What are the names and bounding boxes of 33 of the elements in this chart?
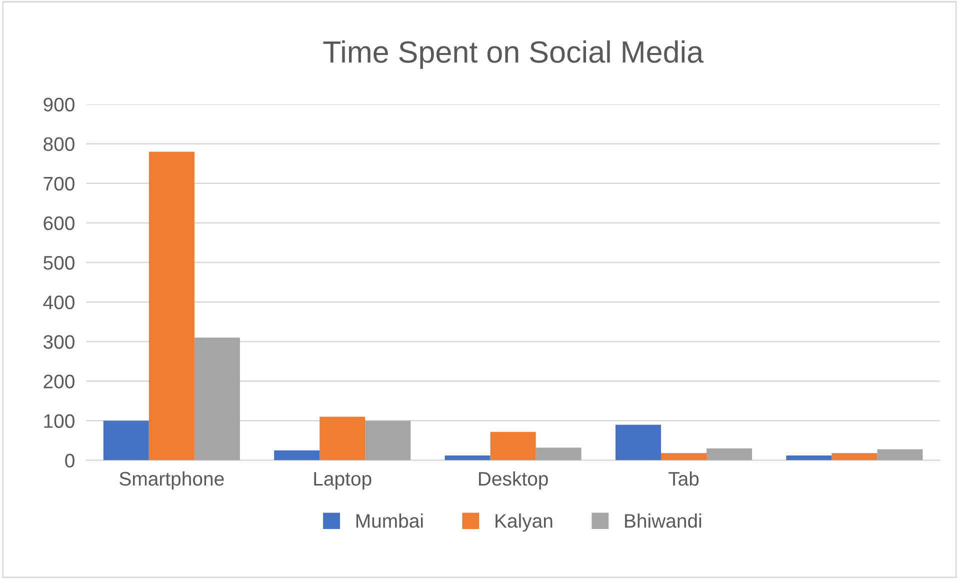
bar [832, 453, 878, 460]
legend-label: Kalyan [496, 514, 552, 532]
y-tick-label: 300 [44, 335, 74, 349]
y-tick-label: 400 [43, 296, 74, 310]
bar [148, 152, 194, 460]
y-tick-label: 800 [44, 137, 74, 152]
bar [661, 453, 707, 460]
chart-title: Time Spent on Social Media [323, 40, 704, 69]
y-tick-label: 900 [44, 98, 74, 112]
bar [194, 338, 240, 460]
x-tick-label: Desktop [478, 471, 548, 490]
bar [490, 432, 536, 460]
bar [786, 456, 832, 460]
bar [877, 449, 923, 460]
y-tick-label: 600 [44, 216, 74, 230]
bar [103, 420, 149, 460]
x-tick-label: Smartphone [120, 471, 224, 490]
bar [706, 448, 752, 460]
legend-label: Mumbai [356, 514, 423, 528]
y-tick-label: 0 [65, 454, 74, 468]
bar [274, 450, 320, 460]
bar [365, 420, 411, 460]
legend-label: Bhiwandi [625, 514, 702, 528]
y-tick-label: 500 [44, 256, 74, 270]
x-tick-label: Laptop [314, 472, 372, 490]
y-tick-label: 200 [44, 374, 74, 388]
bar [444, 456, 490, 460]
bar [536, 448, 582, 460]
bar [320, 416, 366, 460]
x-tick-label: Tab [668, 471, 699, 486]
bar [615, 424, 662, 460]
y-tick-label: 700 [44, 176, 74, 191]
y-tick-label: 100 [44, 414, 74, 428]
